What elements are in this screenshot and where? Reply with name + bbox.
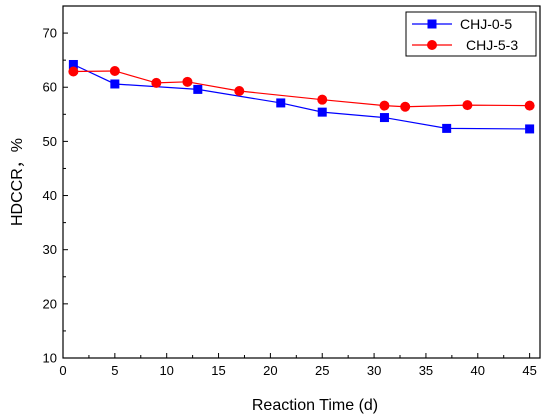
data-point-chj-0-5 [379, 113, 389, 123]
data-point-chj-5-3 [151, 77, 162, 88]
legend-marker-chj-5-3 [427, 40, 437, 50]
legend-label-chj-5-3: CHJ-5-3 [466, 37, 518, 53]
data-point-chj-0-5 [525, 124, 535, 134]
y-tick-label: 50 [43, 134, 57, 149]
data-point-chj-0-5 [68, 59, 78, 69]
y-tick-label: 30 [43, 242, 57, 257]
data-point-chj-5-3 [462, 100, 473, 111]
x-tick-label: 20 [263, 363, 277, 378]
data-point-chj-5-3 [317, 94, 328, 105]
series-line-chj-5-3 [73, 70, 530, 108]
data-point-chj-5-3 [524, 100, 535, 111]
legend: CHJ-0-5 CHJ-5-3 [405, 11, 537, 57]
data-point-chj-0-5 [442, 123, 452, 133]
data-point-chj-0-5 [110, 79, 120, 89]
x-tick-label: 10 [159, 363, 173, 378]
y-tick-label: 20 [43, 296, 57, 311]
x-tick-label: 5 [111, 363, 118, 378]
data-point-chj-5-3 [68, 66, 79, 77]
series-layer [68, 59, 535, 134]
data-point-chj-0-5 [193, 84, 203, 94]
x-axis-ticks: 0 5 10 15 20 25 30 35 40 45 [59, 353, 537, 378]
x-tick-label: 0 [59, 363, 66, 378]
y-axis-title: HDCCR，% [9, 138, 26, 226]
legend-marker-chj-0-5 [427, 19, 437, 29]
x-tick-label: 25 [315, 363, 329, 378]
y-tick-label: 60 [43, 80, 57, 95]
legend-label-chj-0-5: CHJ-0-5 [460, 16, 512, 32]
series-line-chj-0-5 [73, 63, 530, 130]
x-tick-label: 40 [471, 363, 485, 378]
data-point-chj-0-5 [276, 98, 286, 108]
x-tick-label: 30 [367, 363, 381, 378]
data-point-chj-5-3 [182, 76, 193, 87]
x-axis-title: Reaction Time (d) [252, 397, 378, 414]
data-point-chj-5-3 [400, 101, 411, 112]
legend-box [405, 11, 537, 57]
data-point-chj-5-3 [109, 65, 120, 76]
data-point-chj-5-3 [379, 100, 390, 111]
data-point-chj-5-3 [234, 86, 245, 97]
x-tick-label: 15 [211, 363, 225, 378]
y-tick-label: 10 [43, 351, 57, 366]
y-tick-label: 70 [43, 26, 57, 41]
data-point-chj-0-5 [317, 107, 327, 117]
x-tick-label: 35 [419, 363, 433, 378]
y-axis-ticks: 10 20 30 40 50 60 70 [43, 26, 68, 366]
plot-frame [62, 5, 541, 359]
x-tick-label: 45 [522, 363, 536, 378]
y-tick-label: 40 [43, 188, 57, 203]
